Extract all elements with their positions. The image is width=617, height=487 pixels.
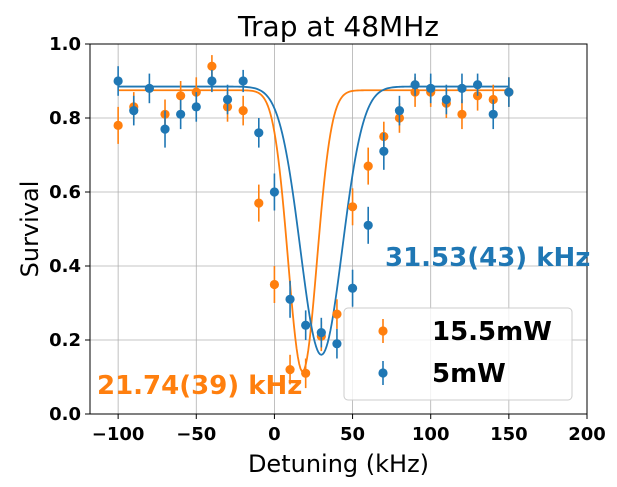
- data-point: [504, 87, 514, 97]
- y-tick-label: 0.4: [49, 256, 81, 277]
- data-points: [113, 55, 514, 389]
- data-point: [488, 109, 498, 119]
- data-point: [129, 106, 139, 116]
- y-tick-label: 1.0: [49, 34, 81, 55]
- data-point: [113, 120, 123, 130]
- data-point: [113, 76, 123, 86]
- data-point: [254, 128, 264, 138]
- fit-width-annotation-15-5mw: 21.74(39) kHz: [97, 371, 302, 401]
- x-tick-label: −50: [176, 424, 216, 445]
- data-point: [254, 198, 264, 208]
- data-point: [222, 94, 233, 105]
- legend-entry-5mw: [378, 361, 388, 385]
- legend-label-5mw: 5mW: [432, 359, 506, 389]
- x-tick-label: 100: [412, 424, 450, 445]
- chart-title: Trap at 48MHz: [237, 10, 439, 43]
- data-point: [144, 83, 154, 93]
- data-point: [176, 109, 186, 119]
- data-point: [347, 283, 358, 293]
- x-tick-label: −100: [92, 424, 145, 445]
- data-point: [269, 187, 280, 197]
- data-point: [332, 339, 342, 349]
- legend-entry-15-5mw: [378, 319, 388, 343]
- fit-curve-0: [118, 89, 509, 373]
- data-point: [176, 91, 186, 101]
- data-point: [363, 220, 373, 230]
- y-axis-label: Survival: [16, 181, 44, 278]
- data-point: [410, 80, 420, 90]
- data-point: [238, 76, 248, 86]
- x-tick-label: 50: [340, 424, 365, 445]
- data-point: [457, 109, 467, 119]
- data-point: [457, 83, 467, 93]
- data-point: [301, 368, 311, 378]
- data-point: [363, 161, 373, 171]
- data-point: [347, 202, 358, 212]
- legend-marker: [378, 368, 388, 378]
- legend-label-15-5mw: 15.5mW: [432, 317, 552, 347]
- y-tick-label: 0.6: [49, 182, 81, 203]
- series-1: [113, 66, 514, 359]
- legend-marker: [378, 326, 388, 336]
- fit-width-annotation-5mw: 31.53(43) kHz: [385, 243, 590, 273]
- x-tick-label: 150: [490, 424, 528, 445]
- ticks: −100 −50 0 50 100 150 200 0.0 0.2 0.4 0.6 0.8 1.0: [49, 34, 606, 445]
- data-point: [238, 106, 248, 116]
- data-point: [285, 365, 295, 375]
- data-point: [426, 83, 436, 93]
- data-point: [160, 124, 170, 134]
- x-tick-label: 200: [568, 424, 606, 445]
- data-point: [207, 76, 217, 86]
- y-tick-label: 0.0: [49, 404, 81, 425]
- data-point: [269, 279, 280, 290]
- x-axis-label: Detuning (kHz): [248, 450, 429, 478]
- x-tick-label: 0: [268, 424, 281, 445]
- fit-curves: [118, 85, 509, 373]
- y-tick-label: 0.8: [49, 108, 81, 129]
- legend: 15.5mW 5mW: [343, 307, 573, 401]
- data-point: [207, 61, 217, 71]
- data-point: [316, 328, 326, 338]
- fit-curve-1: [118, 85, 509, 356]
- legend-box: [343, 307, 573, 401]
- data-point: [379, 146, 389, 156]
- data-point: [394, 106, 405, 116]
- y-tick-label: 0.2: [49, 330, 81, 351]
- data-point: [285, 294, 295, 304]
- data-point: [472, 80, 483, 90]
- data-point: [332, 309, 342, 319]
- data-point: [191, 102, 201, 112]
- data-point: [441, 94, 451, 105]
- plot-frame: [89, 43, 588, 415]
- data-point: [301, 320, 311, 330]
